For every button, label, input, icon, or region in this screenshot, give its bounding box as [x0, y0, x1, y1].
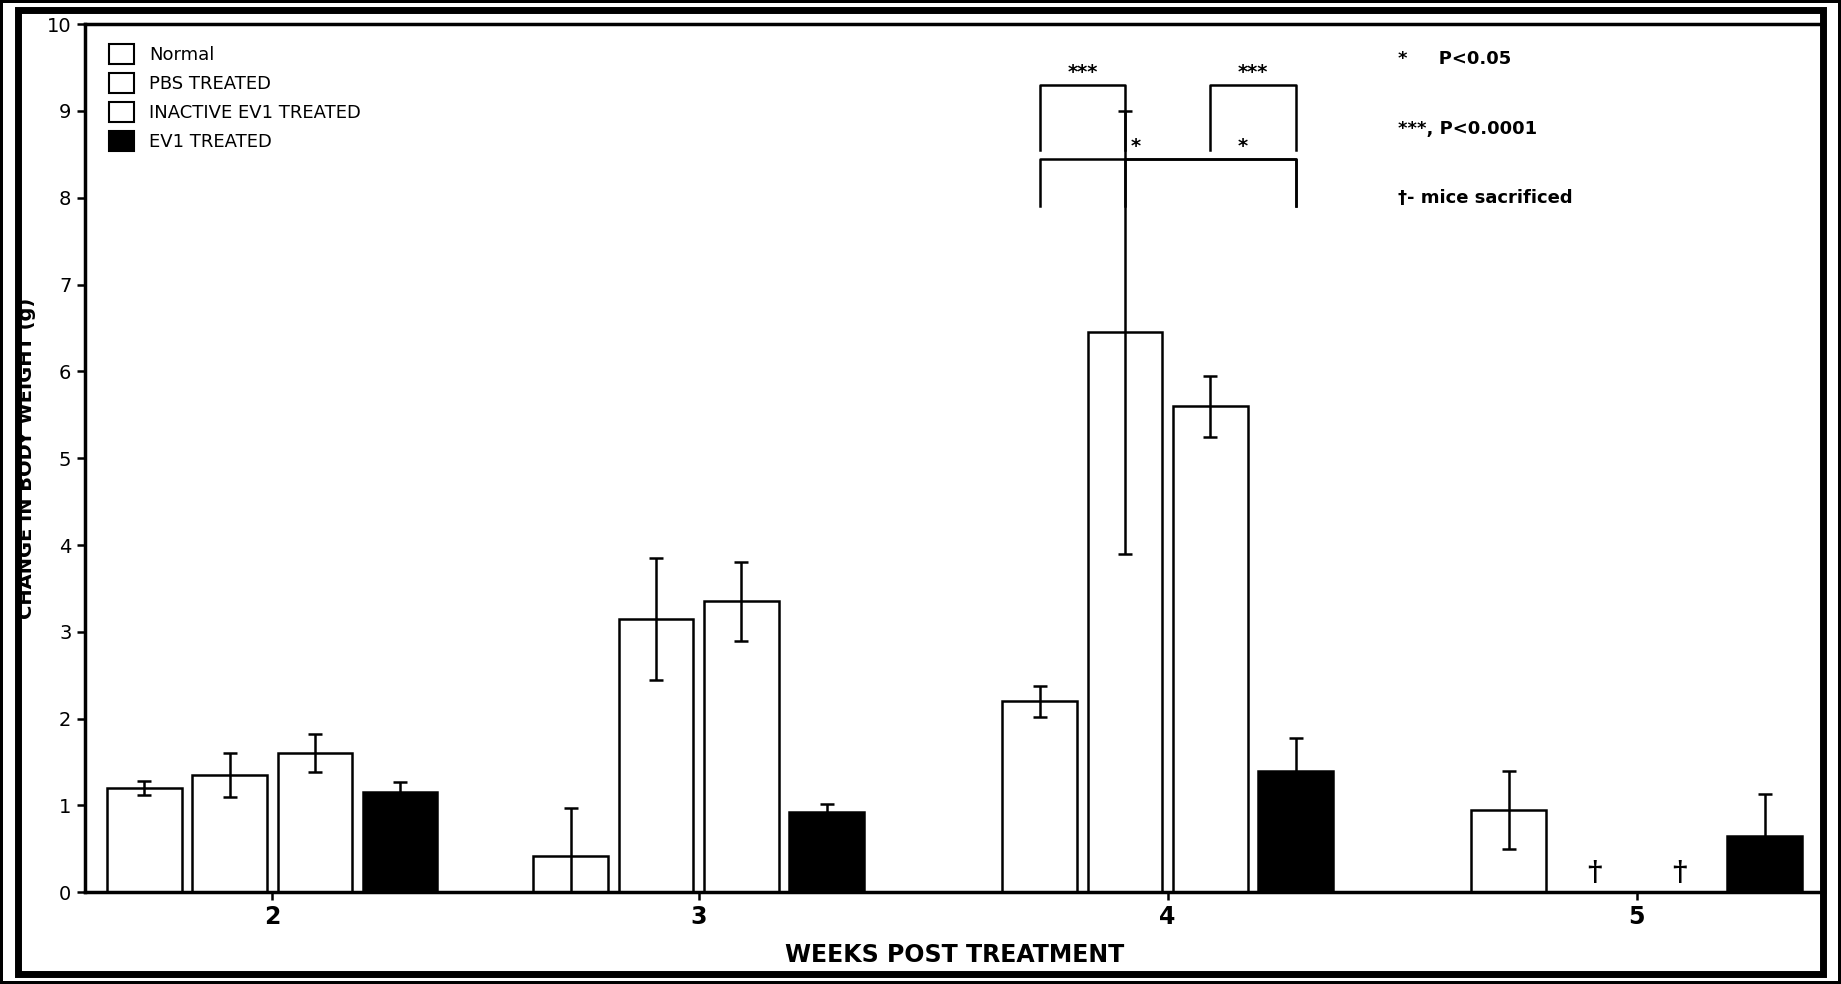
Bar — [790, 813, 863, 892]
Bar — [191, 775, 267, 892]
Bar — [619, 619, 694, 892]
Bar — [1727, 835, 1802, 892]
Bar — [278, 754, 352, 892]
Text: ***: *** — [1068, 63, 1097, 83]
Bar — [107, 788, 182, 892]
Text: *: * — [1237, 137, 1248, 156]
X-axis label: WEEKS POST TREATMENT: WEEKS POST TREATMENT — [784, 944, 1125, 967]
Bar — [1003, 702, 1077, 892]
Bar — [1173, 406, 1248, 892]
Legend: Normal, PBS TREATED, INACTIVE EV1 TREATED, EV1 TREATED: Normal, PBS TREATED, INACTIVE EV1 TREATE… — [101, 37, 368, 158]
Text: *     P<0.05: * P<0.05 — [1397, 50, 1511, 68]
Bar — [534, 856, 608, 892]
Text: ***: *** — [1237, 63, 1268, 83]
Bar — [1088, 333, 1162, 892]
Bar — [703, 601, 779, 892]
Bar — [1471, 810, 1546, 892]
Text: †: † — [1587, 860, 1602, 887]
Bar — [363, 792, 438, 892]
Bar — [1257, 770, 1333, 892]
Y-axis label: CHANGE IN BODY WEIGHT (g): CHANGE IN BODY WEIGHT (g) — [17, 297, 35, 619]
Text: ***, P<0.0001: ***, P<0.0001 — [1397, 120, 1537, 138]
Text: *: * — [1130, 137, 1141, 156]
Text: †- mice sacrificed: †- mice sacrificed — [1397, 189, 1572, 207]
Text: †: † — [1672, 860, 1686, 887]
